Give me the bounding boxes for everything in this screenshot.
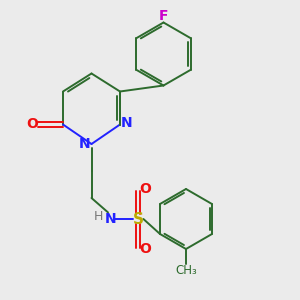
Text: O: O [140,182,152,196]
Text: O: O [26,118,38,131]
Text: O: O [140,242,152,256]
Text: H: H [94,210,103,223]
Text: CH₃: CH₃ [175,264,197,277]
Text: N: N [121,116,132,130]
Text: S: S [133,212,143,226]
Text: N: N [105,212,116,226]
Text: N: N [79,137,91,151]
Text: F: F [159,9,168,23]
